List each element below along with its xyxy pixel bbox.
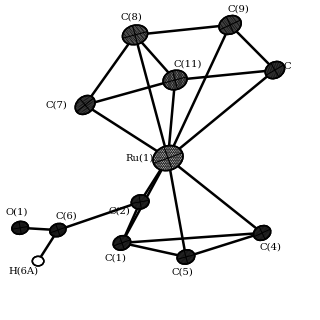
Text: C(1): C(1) bbox=[105, 254, 126, 263]
Ellipse shape bbox=[265, 61, 284, 79]
Ellipse shape bbox=[50, 223, 66, 237]
Text: C(7): C(7) bbox=[45, 100, 67, 109]
Ellipse shape bbox=[131, 195, 149, 209]
Ellipse shape bbox=[177, 250, 195, 264]
Text: C(8): C(8) bbox=[121, 13, 143, 22]
Ellipse shape bbox=[163, 70, 187, 90]
Text: C(4): C(4) bbox=[259, 243, 281, 252]
Ellipse shape bbox=[113, 236, 131, 250]
Text: O(1): O(1) bbox=[6, 207, 28, 216]
Ellipse shape bbox=[153, 146, 183, 171]
Ellipse shape bbox=[219, 15, 241, 35]
Text: H(6A): H(6A) bbox=[9, 266, 39, 275]
Text: C(11): C(11) bbox=[173, 60, 202, 68]
Ellipse shape bbox=[12, 221, 28, 234]
Text: C: C bbox=[284, 62, 292, 71]
Text: C(9): C(9) bbox=[227, 4, 249, 13]
Ellipse shape bbox=[75, 95, 95, 115]
Ellipse shape bbox=[123, 25, 148, 45]
Text: C(5): C(5) bbox=[172, 268, 194, 277]
Ellipse shape bbox=[32, 256, 44, 266]
Text: C(6): C(6) bbox=[55, 211, 77, 220]
Ellipse shape bbox=[253, 226, 271, 240]
Text: Ru(1): Ru(1) bbox=[125, 154, 153, 163]
Text: C(2): C(2) bbox=[108, 207, 130, 216]
